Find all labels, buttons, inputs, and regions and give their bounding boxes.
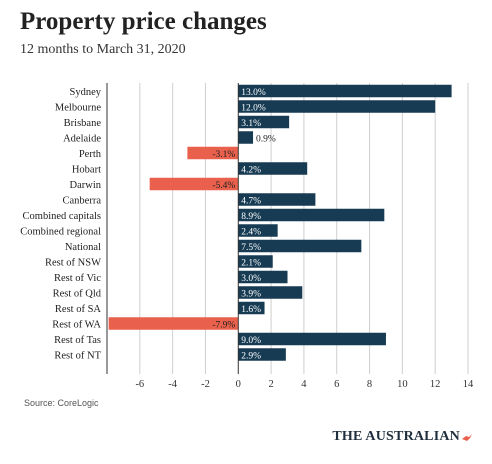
value-label: -5.4% — [212, 181, 235, 191]
category-label: Rest of NSW — [45, 258, 101, 269]
value-label: 3.1% — [241, 119, 261, 129]
category-label: Rest of WA — [52, 320, 101, 331]
bar — [187, 146, 239, 160]
bar — [238, 208, 385, 222]
category-label: Adelaide — [63, 134, 101, 145]
bar — [108, 317, 239, 330]
bar — [238, 193, 316, 206]
category-label: Sydney — [70, 87, 102, 98]
x-tick-label: 14 — [463, 379, 474, 390]
x-tick-label: -2 — [201, 379, 210, 390]
bar — [238, 348, 286, 361]
category-label: Combined capitals — [23, 211, 101, 222]
x-tick-label: 12 — [430, 379, 441, 390]
category-label: Darwin — [70, 180, 102, 191]
chart-subtitle: 12 months to March 31, 2020 — [20, 42, 186, 57]
category-label: Hobart — [72, 165, 101, 176]
x-tick-label: 2 — [268, 379, 273, 390]
bar — [238, 286, 303, 299]
value-label: 7.5% — [241, 243, 261, 253]
bar — [238, 115, 290, 129]
value-label: 8.9% — [241, 212, 261, 222]
value-label: 2.1% — [241, 258, 261, 268]
publisher-logo-text: THE AUSTRALIAN — [332, 429, 460, 444]
value-label: 2.4% — [241, 227, 261, 237]
bar — [238, 255, 273, 268]
bar — [238, 84, 452, 98]
value-label: 2.9% — [241, 351, 261, 361]
category-label: Rest of NT — [54, 351, 101, 362]
x-tick-label: 10 — [397, 379, 408, 390]
value-label: 1.6% — [241, 305, 261, 315]
chart-title: Property price changes — [20, 8, 267, 35]
bar — [238, 270, 288, 284]
bar — [238, 162, 308, 175]
bar — [238, 332, 386, 346]
value-label: 4.2% — [241, 165, 261, 175]
publisher-logo: THE AUSTRALIAN — [332, 429, 472, 445]
value-label: 0.9% — [256, 134, 276, 144]
category-label: National — [65, 242, 101, 253]
category-label: Rest of Qld — [53, 289, 102, 300]
category-label: Melbourne — [55, 103, 101, 114]
value-label: 12.0% — [241, 103, 266, 113]
bird-icon — [462, 433, 472, 441]
category-label: Combined regional — [20, 227, 101, 238]
x-tick-label: 8 — [367, 379, 372, 390]
category-label: Rest of Tas — [54, 335, 101, 346]
bar — [238, 224, 278, 237]
value-label: 4.7% — [241, 196, 261, 206]
value-label: 3.0% — [241, 274, 261, 284]
x-tick-label: -4 — [168, 379, 177, 390]
value-label: 13.0% — [241, 88, 266, 98]
category-label: Rest of SA — [55, 304, 102, 315]
category-label: Brisbane — [64, 118, 102, 129]
source-note: Source: CoreLogic — [24, 398, 99, 408]
category-label: Canberra — [63, 196, 102, 207]
bar — [238, 301, 265, 315]
bar — [238, 239, 362, 253]
bar — [149, 177, 239, 191]
category-label: Rest of Vic — [54, 273, 101, 284]
category-label: Perth — [79, 149, 102, 160]
value-label: 3.9% — [241, 289, 261, 299]
bar — [238, 131, 254, 144]
value-label: -3.1% — [212, 150, 235, 160]
x-tick-label: 0 — [236, 379, 241, 390]
value-label: 9.0% — [241, 336, 261, 346]
x-tick-label: 6 — [334, 379, 339, 390]
value-label: -7.9% — [212, 320, 235, 330]
x-tick-label: 4 — [301, 379, 307, 390]
bar — [238, 100, 436, 113]
x-tick-label: -6 — [135, 379, 144, 390]
